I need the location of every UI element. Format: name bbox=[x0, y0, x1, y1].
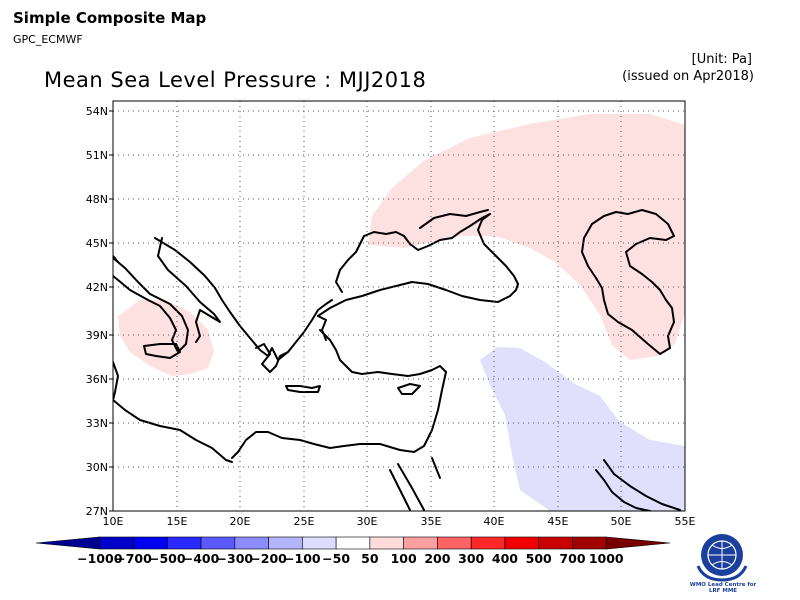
anomaly-region-arabia bbox=[480, 347, 685, 511]
lon-tick: 55E bbox=[675, 515, 696, 528]
persian-gulf-north bbox=[603, 459, 681, 511]
map-frame bbox=[112, 100, 686, 512]
persian-gulf bbox=[595, 469, 651, 511]
colorbar-label: −300 bbox=[217, 551, 254, 566]
tunisia-coast bbox=[113, 361, 119, 401]
colorbar-swatch bbox=[369, 536, 404, 550]
colorbar-swatch bbox=[35, 536, 101, 550]
colorbar-swatch bbox=[268, 536, 303, 550]
anomaly-region-southern-italy bbox=[118, 300, 214, 376]
colorbar-label: −50 bbox=[322, 551, 350, 566]
sicily bbox=[143, 343, 181, 359]
colorbar-label: −700 bbox=[115, 551, 152, 566]
lat-tick: 27N bbox=[86, 505, 108, 518]
app-title: Simple Composite Map bbox=[13, 9, 207, 27]
lon-axis: 10E 15E 20E 25E 30E 35E 40E 45E 50E 55E bbox=[103, 515, 696, 528]
levant-coast bbox=[399, 371, 447, 453]
lat-tick: 39N bbox=[86, 329, 108, 342]
colorbar-swatch bbox=[234, 536, 269, 550]
lon-tick: 40E bbox=[484, 515, 505, 528]
colorbar-label: −500 bbox=[149, 551, 186, 566]
colorbar-swatch bbox=[302, 536, 337, 550]
lon-tick: 15E bbox=[167, 515, 188, 528]
crete bbox=[285, 385, 321, 393]
colorbar-swatch bbox=[133, 536, 168, 550]
colorbar-label: 100 bbox=[391, 551, 417, 566]
colorbar-label: 300 bbox=[458, 551, 484, 566]
colorbar-swatch bbox=[470, 536, 506, 550]
colorbar-label: −1000 bbox=[77, 551, 123, 566]
colorbar-label: −100 bbox=[284, 551, 321, 566]
model-name: GPC_ECMWF bbox=[13, 33, 83, 46]
lat-tick: 48N bbox=[86, 193, 108, 206]
colorbar-swatch bbox=[166, 536, 202, 550]
anomaly-region-black-sea-caspian bbox=[368, 114, 685, 360]
colorbar-label: −400 bbox=[183, 551, 220, 566]
colorbar-swatch bbox=[538, 536, 573, 550]
colorbar-swatch bbox=[99, 536, 134, 550]
lon-tick: 10E bbox=[103, 515, 124, 528]
lat-tick: 33N bbox=[86, 417, 108, 430]
colorbar-label: 500 bbox=[526, 551, 552, 566]
lon-tick: 45E bbox=[548, 515, 569, 528]
colorbar-label: 1000 bbox=[589, 551, 624, 566]
colorbar-swatch bbox=[504, 536, 540, 550]
lat-tick-marks bbox=[109, 110, 113, 512]
lon-tick: 30E bbox=[357, 515, 378, 528]
gulf-of-aqaba bbox=[431, 457, 441, 479]
colorbar-swatch bbox=[200, 536, 236, 550]
balkan-coast bbox=[154, 237, 333, 361]
cyprus bbox=[397, 383, 421, 395]
graticule bbox=[113, 101, 685, 511]
colorbar-label: 400 bbox=[492, 551, 518, 566]
colorbar-swatch bbox=[605, 536, 671, 550]
black-sea-west bbox=[335, 231, 405, 293]
lon-tick: 50E bbox=[611, 515, 632, 528]
colorbar-swatch bbox=[335, 536, 371, 550]
colorbar-swatch bbox=[403, 536, 438, 550]
colorbar-swatch bbox=[572, 536, 607, 550]
turkey-south-coast bbox=[319, 329, 447, 377]
lat-tick: 30N bbox=[86, 461, 108, 474]
lat-tick: 45N bbox=[86, 237, 108, 250]
lat-axis: 54N 51N 48N 45N 42N 39N 36N 33N 30N 27N bbox=[86, 105, 108, 518]
lat-tick: 54N bbox=[86, 105, 108, 118]
sardinia-corsica bbox=[113, 255, 119, 263]
lon-tick: 25E bbox=[294, 515, 315, 528]
lon-tick: 20E bbox=[230, 515, 251, 528]
crimea bbox=[403, 213, 491, 251]
caspian bbox=[581, 209, 675, 355]
colorbar-swatch bbox=[437, 536, 472, 550]
colorbar-label: 200 bbox=[424, 551, 450, 566]
colorbar: −1000−700−500−400−300−200−100 −50 50 100 200… bbox=[35, 536, 671, 566]
coastlines bbox=[113, 209, 681, 511]
issued-label: (issued on Apr2018) bbox=[622, 69, 754, 84]
wmo-logo bbox=[696, 534, 748, 582]
lat-tick: 42N bbox=[86, 281, 108, 294]
greece-coast bbox=[255, 343, 289, 373]
egypt-coast bbox=[231, 431, 401, 459]
azov bbox=[419, 209, 489, 229]
red-sea-west bbox=[389, 469, 411, 511]
turkey-north-coast bbox=[317, 281, 519, 317]
bosphorus bbox=[317, 315, 327, 341]
colorbar-label: 50 bbox=[361, 551, 379, 566]
colorbar-label: −200 bbox=[250, 551, 287, 566]
lon-tick: 35E bbox=[421, 515, 442, 528]
italy-coast bbox=[113, 257, 189, 353]
unit-label: [Unit: Pa] bbox=[691, 52, 752, 67]
lat-tick: 51N bbox=[86, 149, 108, 162]
lat-tick: 36N bbox=[86, 373, 108, 386]
black-sea-east bbox=[477, 213, 519, 285]
map-title: Mean Sea Level Pressure : MJJ2018 bbox=[44, 68, 427, 92]
logo-caption: WMO Lead Centre for LRF MME bbox=[689, 582, 757, 594]
libya-coast bbox=[113, 399, 233, 463]
red-sea-east bbox=[397, 463, 425, 511]
colorbar-label: 700 bbox=[559, 551, 585, 566]
italy-east-coast bbox=[157, 237, 221, 343]
